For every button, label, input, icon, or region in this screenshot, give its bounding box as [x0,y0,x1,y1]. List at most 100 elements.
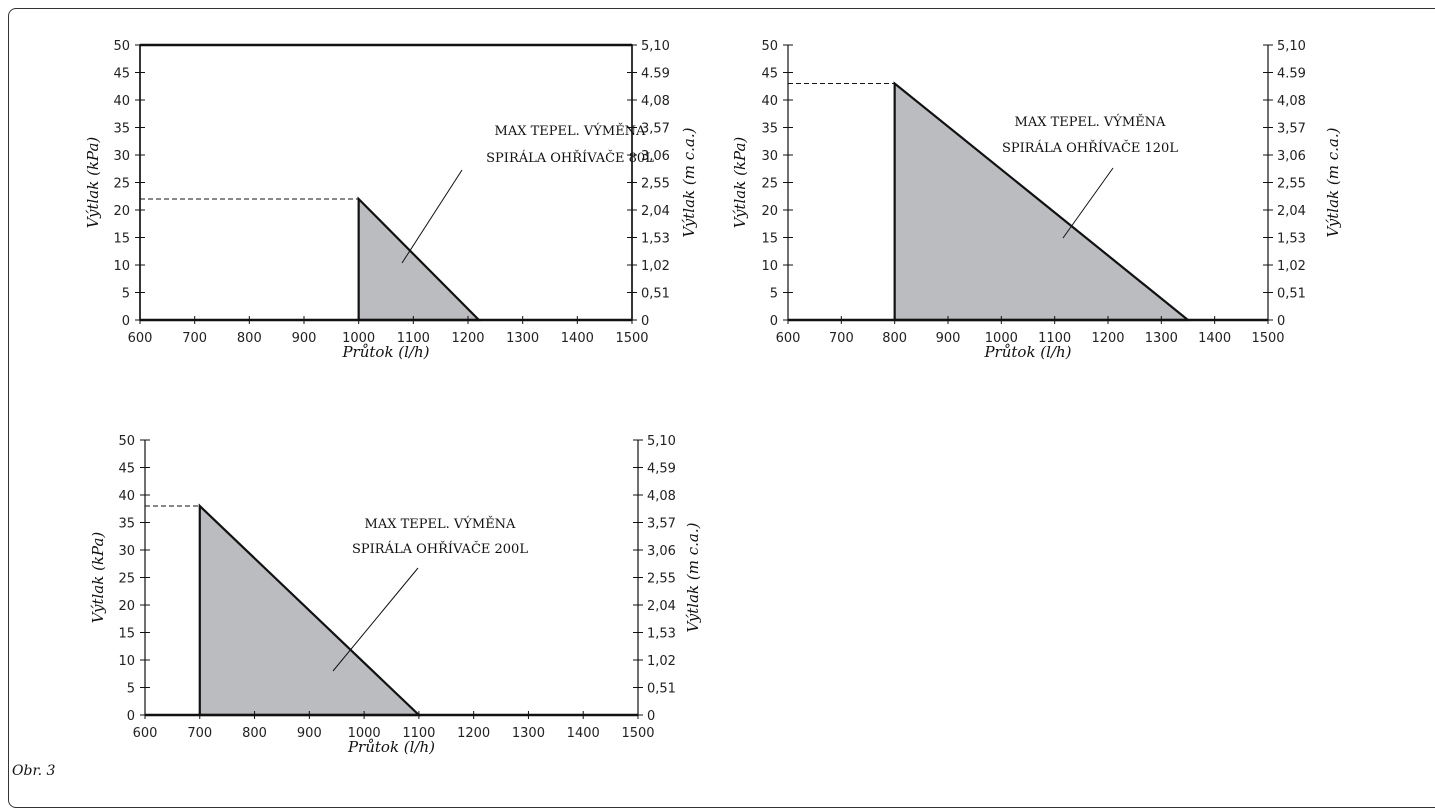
y-tick-label: 15 [761,232,778,247]
y-right-tick-label: 5,10 [647,434,676,449]
y-right-tick-label: 4.59 [1277,67,1306,82]
annotation-line-2: SPIRÁLA OHŘÍVAČE 120L [1002,139,1178,156]
x-tick-label: 900 [292,331,317,346]
y-tick-label: 35 [113,122,130,137]
x-axis-title: Průtok (l/h) [347,738,435,756]
x-tick-label: 1100 [1038,331,1071,346]
y-right-tick-label: 4,59 [647,462,676,477]
y-right-tick-label: 0 [1277,314,1285,329]
charts-canvas: 600 700 800 900 1000 1100 1200 1300 1400 15000510… [84,39,1342,756]
chart-3: 600 700 800 900 1000 1100 1200 1300 1400 1500 0 5 10… [89,434,702,756]
y-right-tick-label: 1,53 [641,232,670,247]
y-tick-label: 25 [113,177,130,192]
x-tick-label: 600 [128,331,153,346]
y-tick-label: 25 [118,572,135,587]
annotation-leader [332,567,419,672]
x-tick-label: 900 [297,726,322,741]
x-tick-label: 800 [242,726,267,741]
x-tick-label: 1100 [397,331,430,346]
x-tick-label: 1500 [1251,331,1284,346]
annotation-line-2: SPIRÁLA OHŘÍVAČE 200L [352,540,528,557]
y-tick-label: 20 [113,204,130,219]
x-tick-label: 800 [237,331,262,346]
y-axis-title: Výtlak (kPa) [84,137,102,229]
y-axis-title: Výtlak (kPa) [89,532,107,624]
y-right-tick-label: 4,08 [1277,94,1306,109]
y-right-tick-label: 0,51 [1277,287,1306,302]
annotation-line-1: MAX TEPEL. VÝMĚNA [365,516,517,532]
x-tick-label: 1500 [621,726,654,741]
x-tick-label: 900 [936,331,961,346]
y-right-tick-label: 2,04 [1277,204,1306,219]
y-tick-label: 15 [113,232,130,247]
x-tick-label: 1300 [506,331,539,346]
y-tick-label: 40 [761,94,778,109]
y-tick-label: 35 [118,517,135,532]
y-right-tick-label: 3,06 [641,149,670,164]
area-polygon [357,196,482,322]
y-tick-label: 45 [118,462,135,477]
y-right-tick-label: 1,02 [641,259,670,274]
y-tick-label: 50 [761,39,778,54]
y-tick-label: 50 [113,39,130,54]
y-right-tick-label: 2,55 [1277,177,1306,192]
y-tick-label: 0 [127,709,135,724]
x-tick-label: 800 [882,331,907,346]
y-right-tick-label: 3,57 [641,122,670,137]
y-axis-title: Výtlak (kPa) [731,137,749,229]
annotation-line-2: SPIRÁLA OHŘÍVAČE 80L [486,149,654,166]
y-right-tick-label: 0,51 [641,287,670,302]
x-tick-label: 600 [776,331,801,346]
y-right-axis-title: Výtlak (m c.a.) [684,522,702,632]
chart-1: 600 700 800 900 1000 1100 1200 1300 1400 1500 0 5 10… [84,39,698,361]
y-tick-label: 5 [770,287,778,302]
y-tick-label: 0 [122,314,130,329]
y-tick-label: 20 [118,599,135,614]
y-right-tick-label: 2,04 [641,204,670,219]
annotation-line-1: MAX TEPEL. VÝMĚNA [1015,114,1167,130]
y-right-tick-label: 0,51 [647,682,676,697]
x-tick-label: 1200 [457,726,490,741]
x-tick-label: 1300 [1145,331,1178,346]
annotation-leader [401,169,463,264]
y-tick-label: 15 [118,627,135,642]
y-right-axis-title: Výtlak (m c.a.) [1324,127,1342,237]
x-tick-label: 1400 [567,726,600,741]
y-right-axis-title: Výtlak (m c.a.) [680,127,698,237]
x-tick-label: 1200 [1091,331,1124,346]
y-right-tick-label: 1,02 [647,654,676,669]
y-tick-label: 40 [113,94,130,109]
y-tick-label: 30 [113,149,130,164]
y-tick-label: 30 [118,544,135,559]
y-right-tick-label: 2,04 [647,599,676,614]
y-tick-label: 50 [118,434,135,449]
x-tick-label: 1000 [985,331,1018,346]
y-tick-label: 5 [122,287,130,302]
y-right-tick-label: 5,10 [1277,39,1306,54]
x-axis-title: Průtok (l/h) [341,343,429,361]
y-right-tick-label: 4,08 [641,94,670,109]
y-right-tick-label: 3,06 [647,544,676,559]
x-tick-label: 1000 [342,331,375,346]
x-tick-label: 700 [829,331,854,346]
x-tick-label: 700 [187,726,212,741]
y-right-tick-label: 3,57 [1277,122,1306,137]
y-right-tick-label: 0 [647,709,655,724]
annotation-leader [1062,167,1114,239]
y-right-tick-label: 2,55 [647,572,676,587]
y-tick-label: 45 [761,67,778,82]
x-tick-label: 1200 [451,331,484,346]
x-tick-label: 1100 [402,726,435,741]
x-tick-label: 1400 [1198,331,1231,346]
y-tick-label: 5 [127,682,135,697]
y-tick-label: 45 [113,67,130,82]
y-tick-label: 40 [118,489,135,504]
y-right-tick-label: 5,10 [641,39,670,54]
y-tick-label: 10 [761,259,778,274]
x-tick-label: 1000 [348,726,381,741]
x-tick-label: 1400 [561,331,594,346]
y-right-tick-label: 3,06 [1277,149,1306,164]
annotation-line-1: MAX TEPEL. VÝMĚNA [495,123,647,139]
y-right-tick-label: 3,57 [647,517,676,532]
y-tick-label: 30 [761,149,778,164]
